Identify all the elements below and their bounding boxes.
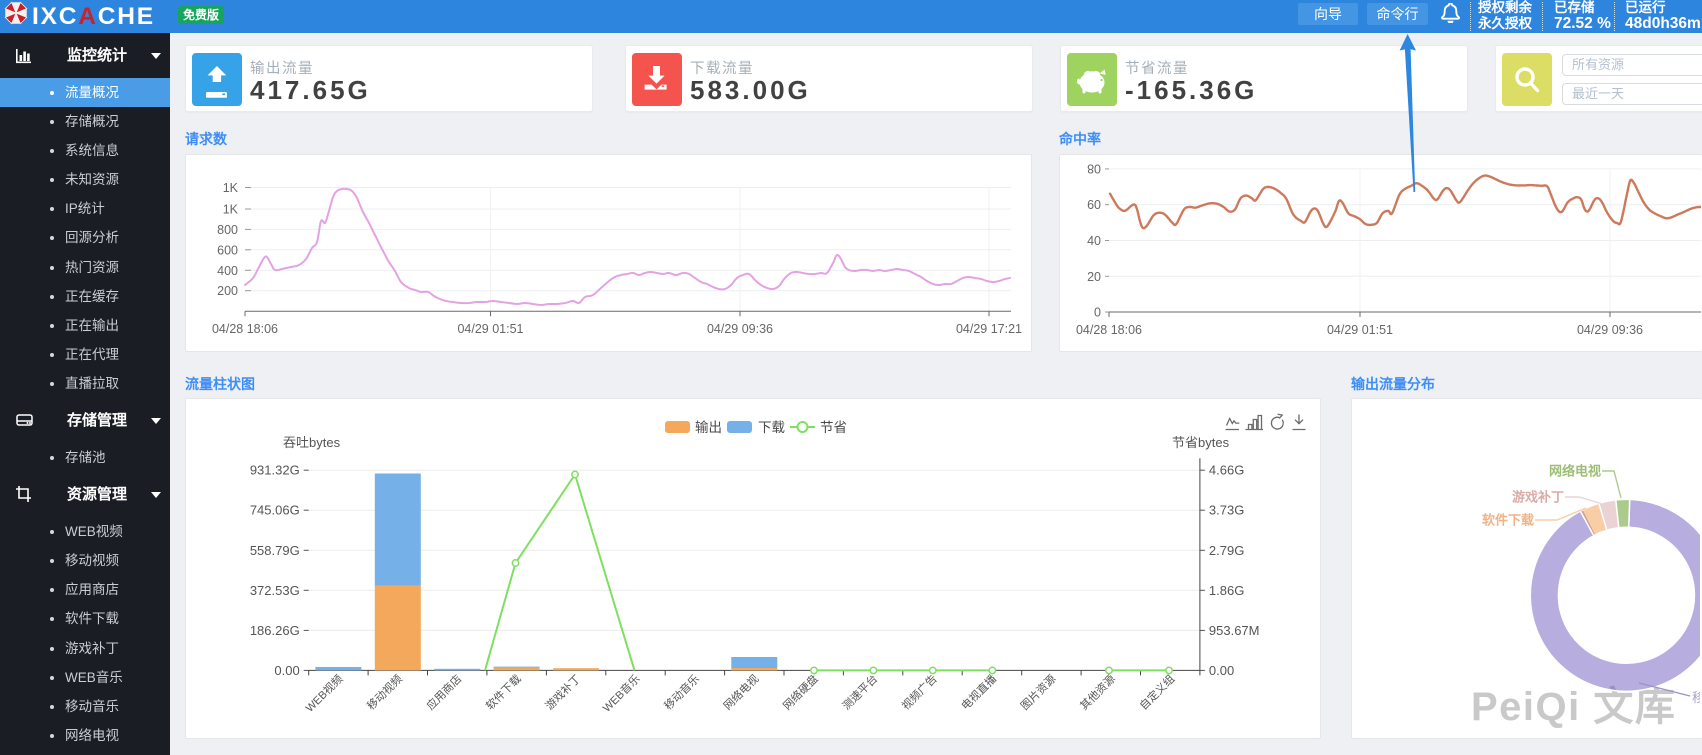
svg-text:04/29 01:51: 04/29 01:51	[1327, 323, 1393, 337]
svg-text:20: 20	[1087, 270, 1101, 284]
svg-text:游戏补丁: 游戏补丁	[1512, 490, 1564, 505]
svg-text:软件下载: 软件下载	[1482, 513, 1534, 528]
svg-text:931.32G: 931.32G	[250, 463, 300, 478]
svg-text:40: 40	[1087, 234, 1101, 248]
svg-text:图片资源: 图片资源	[1018, 672, 1059, 713]
svg-text:移: 移	[1692, 690, 1700, 705]
svg-text:吞吐bytes: 吞吐bytes	[283, 435, 341, 450]
svg-text:电视直播: 电视直播	[958, 672, 999, 713]
svg-text:网络硬盘: 网络硬盘	[780, 672, 821, 713]
svg-text:PeiQi 文库: PeiQi 文库	[1471, 685, 1676, 729]
svg-text:视频广告: 视频广告	[899, 672, 940, 713]
svg-text:输出: 输出	[695, 420, 722, 435]
svg-text:80: 80	[1087, 161, 1101, 175]
svg-text:0: 0	[1094, 306, 1101, 320]
svg-text:186.26G: 186.26G	[250, 623, 300, 638]
svg-text:1K: 1K	[223, 181, 239, 195]
svg-text:移动音乐: 移动音乐	[661, 672, 702, 713]
svg-text:节省: 节省	[820, 420, 847, 435]
svg-text:600: 600	[217, 243, 238, 257]
svg-text:3.73G: 3.73G	[1209, 503, 1244, 518]
svg-text:0.00: 0.00	[1209, 663, 1234, 678]
svg-text:800: 800	[217, 223, 238, 237]
svg-text:游戏补丁: 游戏补丁	[543, 672, 583, 712]
svg-text:04/28 18:06: 04/28 18:06	[212, 322, 278, 336]
svg-text:软件下载: 软件下载	[483, 672, 524, 713]
svg-text:04/29 01:51: 04/29 01:51	[457, 322, 523, 336]
svg-text:372.53G: 372.53G	[250, 583, 300, 598]
svg-text:节省bytes: 节省bytes	[1172, 435, 1230, 450]
svg-text:200: 200	[217, 284, 238, 298]
svg-text:应用商店: 应用商店	[423, 672, 464, 713]
svg-text:04/29 09:36: 04/29 09:36	[707, 322, 773, 336]
svg-text:0.00: 0.00	[274, 663, 299, 678]
svg-text:自定义组: 自定义组	[1136, 672, 1177, 713]
svg-text:下载: 下载	[758, 420, 785, 435]
svg-text:2.79G: 2.79G	[1209, 543, 1244, 558]
svg-text:04/29 17:21: 04/29 17:21	[956, 322, 1022, 336]
svg-text:953.67M: 953.67M	[1209, 623, 1260, 638]
svg-text:04/28 18:06: 04/28 18:06	[1076, 323, 1142, 337]
svg-text:网络电视: 网络电视	[720, 672, 761, 713]
svg-text:网络电视: 网络电视	[1549, 464, 1601, 479]
svg-text:移动视频: 移动视频	[364, 672, 405, 713]
svg-text:WEB视频: WEB视频	[302, 672, 345, 715]
svg-text:WEB音乐: WEB音乐	[599, 672, 642, 715]
svg-text:4.66G: 4.66G	[1209, 463, 1244, 478]
svg-text:04/29 09:36: 04/29 09:36	[1577, 323, 1643, 337]
svg-text:测速平台: 测速平台	[839, 672, 880, 713]
svg-text:558.79G: 558.79G	[250, 543, 300, 558]
svg-text:400: 400	[217, 264, 238, 278]
svg-text:1.86G: 1.86G	[1209, 583, 1244, 598]
svg-text:60: 60	[1087, 198, 1101, 212]
svg-text:1K: 1K	[223, 203, 239, 217]
svg-text:其他资源: 其他资源	[1077, 672, 1118, 713]
svg-text:745.06G: 745.06G	[250, 503, 300, 518]
